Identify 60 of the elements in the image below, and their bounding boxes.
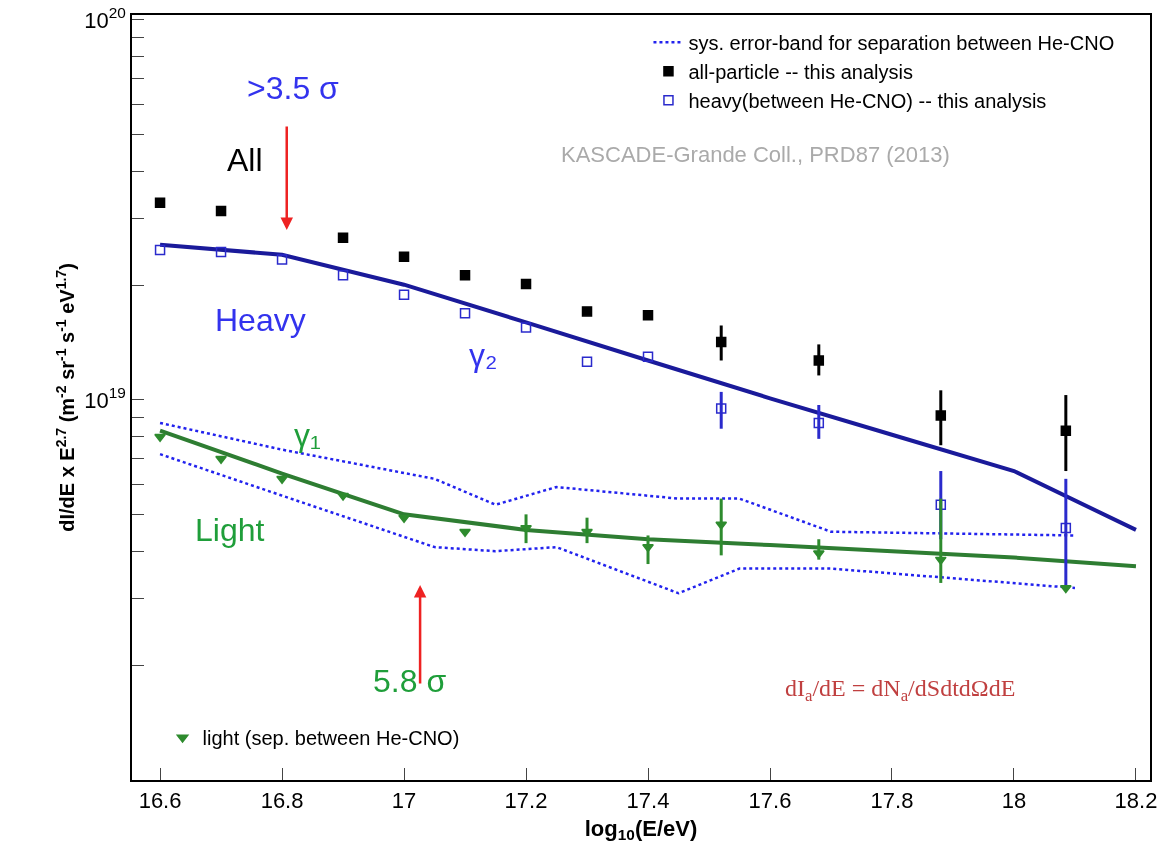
point	[1060, 425, 1072, 436]
point	[813, 417, 825, 429]
x-tick-label: 17.2	[504, 788, 548, 814]
legend-label: light (sep. between He-CNO)	[202, 727, 460, 750]
point	[1060, 522, 1072, 534]
x-tick-label: 17.8	[870, 788, 914, 814]
point	[813, 355, 825, 366]
x-tick-label: 17.6	[748, 788, 792, 814]
annotation: γ₂	[469, 337, 498, 373]
point	[642, 351, 654, 362]
x-tick-label: 16.8	[260, 788, 304, 814]
x-tick-label: 18.2	[1114, 788, 1158, 814]
point	[520, 525, 532, 534]
annotation: γ₁	[294, 417, 321, 453]
point	[520, 278, 532, 290]
legend-label: heavy(between He-CNO) -- this analysis	[688, 89, 1047, 112]
point	[459, 528, 471, 537]
point	[215, 246, 227, 258]
legend-label: sys. error-band for separation between He-CNO	[688, 31, 1115, 54]
point	[337, 269, 349, 281]
legend-label: all-particle -- this analysis	[688, 60, 913, 83]
point	[935, 499, 947, 510]
x-tick-label: 17.4	[626, 788, 670, 814]
point	[715, 336, 727, 348]
point	[935, 410, 947, 421]
point	[520, 322, 532, 333]
point	[398, 514, 410, 523]
annotation: KASCADE-Grande Coll., PRD87 (2013)	[561, 142, 950, 167]
point	[715, 403, 727, 414]
line-series	[158, 428, 1138, 569]
annotation: 5.8 σ	[373, 663, 447, 699]
point	[154, 244, 166, 256]
point	[398, 289, 410, 301]
point	[154, 197, 166, 209]
point	[276, 475, 288, 485]
point	[337, 232, 349, 244]
line-series	[158, 452, 1077, 595]
x-tick-label: 18	[1001, 788, 1027, 814]
y-tick-label: 10$^{20}$	[84, 4, 126, 33]
point	[581, 306, 593, 317]
annotation: >3.5 σ	[247, 70, 340, 106]
annotation: All	[227, 142, 263, 178]
point	[459, 269, 471, 281]
x-tick-label: 16.6	[138, 788, 182, 814]
point	[642, 544, 654, 553]
annotation: Heavy	[215, 302, 306, 338]
point	[398, 251, 410, 263]
point	[215, 455, 227, 465]
x-axis-title: log$_{10}$(E/eV)	[584, 815, 698, 844]
annotation: Light	[195, 512, 265, 548]
x-tick-label: 17	[391, 788, 417, 814]
point	[337, 492, 349, 501]
point	[215, 205, 227, 217]
point	[581, 356, 593, 368]
point	[459, 308, 471, 319]
point	[154, 433, 167, 443]
y-tick-label: 10$^{19}$	[84, 384, 126, 413]
point	[276, 254, 288, 265]
point	[642, 310, 654, 321]
annotation: dI$_{a}$/dE = dN$_{a}$/dSdtdΩdE	[785, 675, 1016, 706]
